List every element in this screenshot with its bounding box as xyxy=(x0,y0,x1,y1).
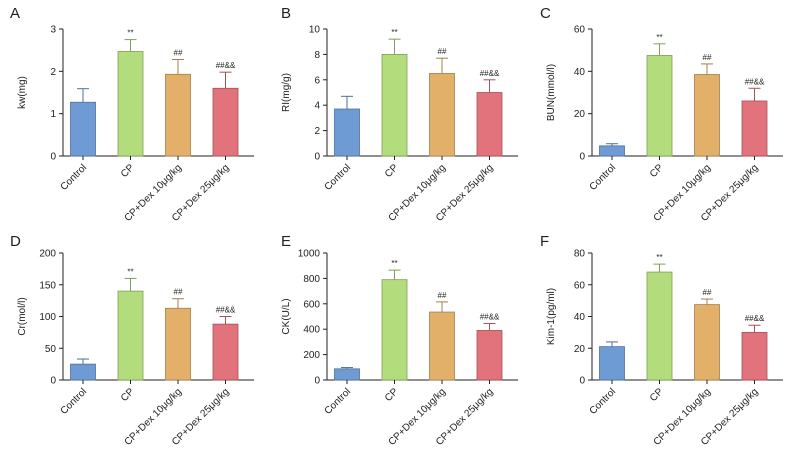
panel-c-significance-label: ##&& xyxy=(745,77,765,86)
panel-e-y-tick-label: 800 xyxy=(303,274,320,285)
panel-b-category-label: CP xyxy=(383,162,401,180)
panel-b-y-tick-label: 0 xyxy=(314,152,320,163)
panel-d-significance-label: ## xyxy=(174,288,183,297)
panel-f-y-tick-label: 40 xyxy=(574,312,586,323)
panel-e-y-tick-label: 600 xyxy=(303,299,320,310)
panel-d-y-tick-label: 200 xyxy=(39,249,56,260)
panel-d-y-tick-label: 50 xyxy=(45,344,57,355)
panel-f-bar xyxy=(646,271,673,381)
panel-f-y-tick-label: 0 xyxy=(579,376,585,387)
panel-d-significance-label: ##&& xyxy=(216,306,236,315)
panel-e-bar xyxy=(381,279,408,381)
panel-d-y-tick-label: 0 xyxy=(50,376,56,387)
panel-a-y-axis-label: kw(mg) xyxy=(17,76,28,109)
panel-b-y-tick-label: 10 xyxy=(309,25,321,36)
panel-a-y-tick-label: 0 xyxy=(50,152,56,163)
panel-c-y-tick-label: 60 xyxy=(574,25,586,36)
panel-f-category-label: Control xyxy=(588,386,619,417)
panel-d-bar xyxy=(165,307,191,381)
panel-c-bar xyxy=(599,145,625,157)
panel-d-significance-label: ** xyxy=(127,267,133,276)
panel-c-label: C xyxy=(540,5,551,22)
panel-f-y-tick-label: 60 xyxy=(574,280,586,291)
panel-f-y-tick-label: 80 xyxy=(574,249,586,260)
panel-e-y-tick-label: 400 xyxy=(303,325,320,336)
panel-e-bar xyxy=(476,330,503,381)
panel-c-bar xyxy=(694,74,720,157)
panel-f-significance-label: ## xyxy=(703,288,712,297)
panel-f-bar xyxy=(694,304,720,381)
panel-f-significance-label: ##&& xyxy=(745,314,765,323)
panel-f-y-axis-label: Kim-1(pg/ml) xyxy=(546,288,557,345)
panel-d-category-label: Control xyxy=(59,386,90,417)
panel-a-category-label: Control xyxy=(59,162,90,193)
panel-d-y-axis-label: Cr(mol/l) xyxy=(17,297,28,335)
panel-b-y-tick-label: 6 xyxy=(314,75,320,86)
panel-f-significance-label: ** xyxy=(656,253,662,262)
panel-e-significance-label: ** xyxy=(391,259,397,268)
panel-d-category-label: CP xyxy=(119,386,137,404)
panel-a-y-tick-label: 2 xyxy=(50,67,56,78)
panel-c-bar xyxy=(646,55,673,157)
panel-e-significance-label: ##&& xyxy=(480,312,500,321)
panel-e-y-axis-label: CK(U/L) xyxy=(281,298,292,334)
panel-f-category-label: CP xyxy=(648,386,666,404)
panel-b-bar xyxy=(476,92,503,157)
panel-b-y-tick-label: 2 xyxy=(314,126,320,137)
panel-a-y-tick-label: 1 xyxy=(50,109,56,120)
panel-c-significance-label: ** xyxy=(656,33,662,42)
panel-b-label: B xyxy=(281,5,291,22)
panel-f-y-tick-label: 20 xyxy=(574,344,586,355)
panel-a-bar xyxy=(70,101,96,157)
panel-b-significance-label: ** xyxy=(391,28,397,37)
panel-e-y-tick-label: 0 xyxy=(314,376,320,387)
panel-b-significance-label: ##&& xyxy=(480,69,500,78)
panel-a-category-label: CP xyxy=(119,162,137,180)
panel-c-y-tick-label: 40 xyxy=(574,67,586,78)
panel-a-bar xyxy=(165,73,191,157)
panel-c-y-tick-label: 0 xyxy=(579,152,585,163)
panel-d-bar xyxy=(117,290,144,381)
panel-a-significance-label: ** xyxy=(127,29,133,38)
panel-e-category-label: Control xyxy=(323,386,354,417)
panel-b-y-tick-label: 4 xyxy=(314,101,320,112)
panel-b-significance-label: ## xyxy=(438,47,447,56)
panel-a-bar xyxy=(212,87,239,157)
panel-e-y-tick-label: 200 xyxy=(303,350,320,361)
panel-f-bar xyxy=(741,331,768,381)
panel-a-y-tick-label: 3 xyxy=(50,25,56,36)
panel-c-significance-label: ## xyxy=(703,53,712,62)
panel-e-label: E xyxy=(281,233,291,250)
panel-e-significance-label: ## xyxy=(438,291,447,300)
panel-e-bar xyxy=(429,311,455,381)
panel-a-significance-label: ##&& xyxy=(216,61,236,70)
panel-b-y-tick-label: 8 xyxy=(314,50,320,61)
panel-e-category-label: CP xyxy=(383,386,401,404)
panel-f-bar xyxy=(599,346,625,381)
panel-a-bar xyxy=(117,51,144,157)
panel-c-category-label: CP xyxy=(648,162,666,180)
panel-b-bar xyxy=(429,73,455,157)
panel-f-label: F xyxy=(540,233,549,250)
panel-a-label: A xyxy=(10,5,20,22)
panel-b-bar xyxy=(334,108,360,157)
panel-d-y-tick-label: 150 xyxy=(39,280,56,291)
panel-a-significance-label: ## xyxy=(174,48,183,57)
panel-b-bar xyxy=(381,54,408,157)
panel-c-y-tick-label: 20 xyxy=(574,109,586,120)
panel-d-label: D xyxy=(10,233,21,250)
panel-b-y-axis-label: RI(mg/g) xyxy=(281,73,292,112)
panel-d-bar xyxy=(70,363,96,381)
panel-c-y-axis-label: BUN(mmol/l) xyxy=(546,64,557,121)
panel-d-bar xyxy=(212,323,239,381)
panel-c-bar xyxy=(741,100,768,157)
panel-e-y-tick-label: 1000 xyxy=(298,249,321,260)
panel-c-category-label: Control xyxy=(588,162,619,193)
panel-e-bar xyxy=(334,368,360,381)
panel-d-y-tick-label: 100 xyxy=(39,312,56,323)
panel-b-category-label: Control xyxy=(323,162,354,193)
